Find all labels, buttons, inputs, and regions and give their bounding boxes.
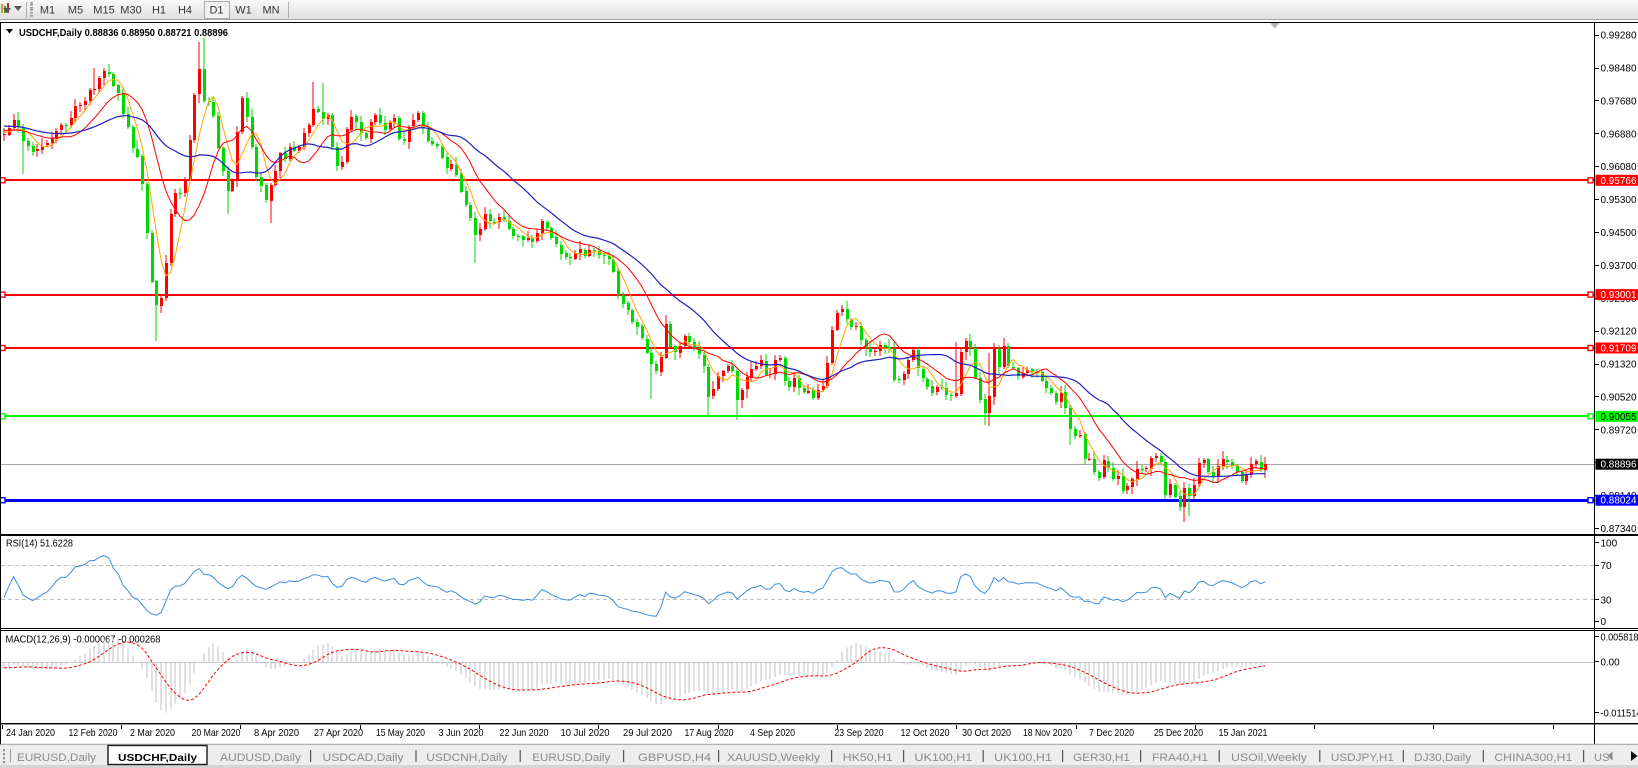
- svg-text:0.99280: 0.99280: [1601, 31, 1637, 42]
- svg-text:HK50,H1: HK50,H1: [843, 752, 893, 764]
- svg-text:100: 100: [1601, 539, 1618, 550]
- svg-text:USDCNH,Daily: USDCNH,Daily: [426, 752, 508, 764]
- svg-text:4 Sep 2020: 4 Sep 2020: [750, 727, 795, 739]
- svg-text:USOil,Weekly: USOil,Weekly: [1231, 752, 1308, 764]
- svg-text:M30: M30: [120, 5, 141, 17]
- svg-text:10 Jul 2020: 10 Jul 2020: [561, 727, 610, 739]
- svg-text:0.94500: 0.94500: [1601, 228, 1637, 239]
- svg-text:0.96880: 0.96880: [1601, 129, 1637, 140]
- svg-text:30 Oct 2020: 30 Oct 2020: [962, 727, 1011, 739]
- svg-text:USDCAD,Daily: USDCAD,Daily: [323, 752, 405, 764]
- svg-text:FRA40,H1: FRA40,H1: [1152, 752, 1208, 764]
- svg-text:0.87340: 0.87340: [1601, 524, 1637, 535]
- svg-text:0.89720: 0.89720: [1601, 425, 1637, 436]
- svg-text:UK100,H1: UK100,H1: [914, 752, 972, 764]
- svg-text:0: 0: [1601, 617, 1607, 628]
- svg-text:12 Oct 2020: 12 Oct 2020: [901, 727, 950, 739]
- svg-text:25 Dec 2020: 25 Dec 2020: [1154, 727, 1203, 739]
- svg-text:20 Mar 2020: 20 Mar 2020: [192, 727, 241, 739]
- svg-text:D1: D1: [209, 5, 223, 17]
- svg-text:USDJPY,H1: USDJPY,H1: [1331, 752, 1394, 764]
- svg-text:-0.011514: -0.011514: [1601, 709, 1638, 720]
- svg-text:0.97680: 0.97680: [1601, 96, 1637, 107]
- svg-text:0.95300: 0.95300: [1601, 195, 1637, 206]
- svg-text:RSI(14) 51.6228: RSI(14) 51.6228: [6, 539, 73, 550]
- svg-text:UK100,H1: UK100,H1: [994, 752, 1052, 764]
- svg-text:USDCHF,Daily: USDCHF,Daily: [118, 752, 197, 764]
- svg-text:EURUSD,Daily: EURUSD,Daily: [532, 752, 611, 764]
- svg-text:M15: M15: [93, 5, 114, 17]
- svg-text:0.88024: 0.88024: [1601, 496, 1637, 507]
- svg-text:0.93700: 0.93700: [1601, 261, 1637, 272]
- svg-text:0.90055: 0.90055: [1601, 412, 1637, 423]
- svg-text:GBPUSD,H4: GBPUSD,H4: [638, 752, 711, 764]
- svg-text:DJ30,Daily: DJ30,Daily: [1414, 752, 1472, 764]
- svg-text:23 Sep 2020: 23 Sep 2020: [835, 727, 884, 739]
- svg-text:MN: MN: [262, 5, 279, 17]
- svg-text:0.00: 0.00: [1601, 657, 1620, 668]
- svg-text:H4: H4: [178, 5, 192, 17]
- svg-text:M1: M1: [40, 5, 55, 17]
- svg-text:0.005818: 0.005818: [1601, 633, 1638, 644]
- svg-text:USDCHF,Daily 0.88836 0.88950: USDCHF,Daily 0.88836 0.88950 0.88721 0.8…: [19, 27, 228, 39]
- svg-text:0.91320: 0.91320: [1601, 360, 1637, 371]
- svg-text:GER30,H1: GER30,H1: [1073, 752, 1130, 764]
- svg-text:W1: W1: [235, 5, 252, 17]
- svg-text:0.95766: 0.95766: [1601, 176, 1637, 187]
- svg-text:M5: M5: [68, 5, 83, 17]
- svg-text:0.93001: 0.93001: [1601, 290, 1637, 301]
- svg-text:CHINA300,H1: CHINA300,H1: [1494, 752, 1572, 764]
- svg-text:29 Jul 2020: 29 Jul 2020: [623, 727, 672, 739]
- svg-text:70: 70: [1601, 561, 1613, 572]
- svg-text:18 Nov 2020: 18 Nov 2020: [1023, 727, 1072, 739]
- svg-text:H1: H1: [152, 5, 166, 17]
- svg-text:0.90520: 0.90520: [1601, 393, 1637, 404]
- svg-text:17 Aug 2020: 17 Aug 2020: [685, 727, 734, 739]
- svg-text:22 Jun 2020: 22 Jun 2020: [500, 727, 549, 739]
- svg-text:12 Feb 2020: 12 Feb 2020: [69, 727, 118, 739]
- svg-text:24 Jan 2020: 24 Jan 2020: [6, 727, 55, 739]
- svg-text:0.88896: 0.88896: [1601, 460, 1637, 471]
- svg-text:3 Jun 2020: 3 Jun 2020: [439, 727, 484, 739]
- svg-text:MACD(12,26,9) -0.000067 -0.000: MACD(12,26,9) -0.000067 -0.000268: [6, 635, 161, 646]
- svg-text:7 Dec 2020: 7 Dec 2020: [1089, 727, 1134, 739]
- svg-text:0.98480: 0.98480: [1601, 64, 1637, 75]
- svg-text:15 May 2020: 15 May 2020: [376, 727, 425, 739]
- svg-text:0.91709: 0.91709: [1601, 344, 1637, 355]
- svg-text:30: 30: [1601, 595, 1613, 606]
- svg-text:EURUSD,Daily: EURUSD,Daily: [17, 752, 97, 764]
- svg-text:AUDUSD,Daily: AUDUSD,Daily: [220, 752, 302, 764]
- svg-text:8 Apr 2020: 8 Apr 2020: [254, 727, 299, 739]
- svg-text:15 Jan 2021: 15 Jan 2021: [1219, 727, 1268, 739]
- svg-text:2 Mar 2020: 2 Mar 2020: [130, 727, 175, 739]
- svg-text:US: US: [1594, 752, 1609, 764]
- svg-text:0.96080: 0.96080: [1601, 162, 1637, 173]
- svg-text:0.92120: 0.92120: [1601, 327, 1637, 338]
- svg-text:27 Apr 2020: 27 Apr 2020: [314, 727, 363, 739]
- svg-text:XAUUSD,Weekly: XAUUSD,Weekly: [727, 752, 821, 764]
